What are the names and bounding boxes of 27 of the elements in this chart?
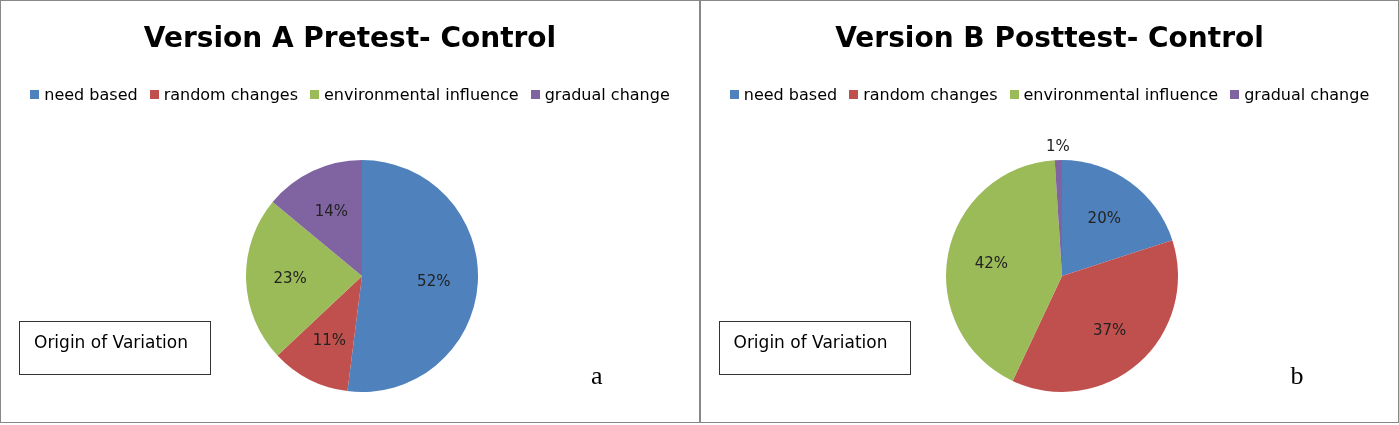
text: Origin of Variation (718, 321, 911, 375)
legend-label: need based (743, 85, 838, 104)
text: b (1290, 361, 1304, 391)
legend-label: environmental influence (1023, 85, 1219, 104)
pie-slice (1061, 160, 1172, 276)
pie-slice (945, 160, 1062, 381)
data-label: 14% (314, 201, 349, 220)
data-label: 1% (1045, 137, 1070, 156)
legend-label: random changes (863, 85, 998, 104)
text: Origin of Variation (19, 321, 211, 375)
pie-slice (347, 160, 478, 392)
chart-title: Version B Posttest- Control (834, 21, 1265, 54)
text: a (591, 361, 603, 391)
pie-slice (246, 202, 362, 356)
legend-label: gradual change (1244, 85, 1370, 104)
data-label: 42% (974, 253, 1008, 272)
chart-title: Version A Pretest- Control (142, 21, 558, 54)
data-label: 52% (417, 271, 451, 290)
data-label: 11% (312, 331, 347, 350)
legend-label: random changes (163, 85, 298, 104)
pie-slice (1012, 240, 1178, 392)
legend-label: need based (44, 85, 138, 104)
data-label: 37% (1092, 320, 1126, 339)
legend-label: environmental influence (324, 85, 519, 104)
legend-label: gradual change (544, 85, 670, 104)
data-label: 20% (1087, 208, 1121, 227)
data-label: 23% (273, 269, 307, 288)
